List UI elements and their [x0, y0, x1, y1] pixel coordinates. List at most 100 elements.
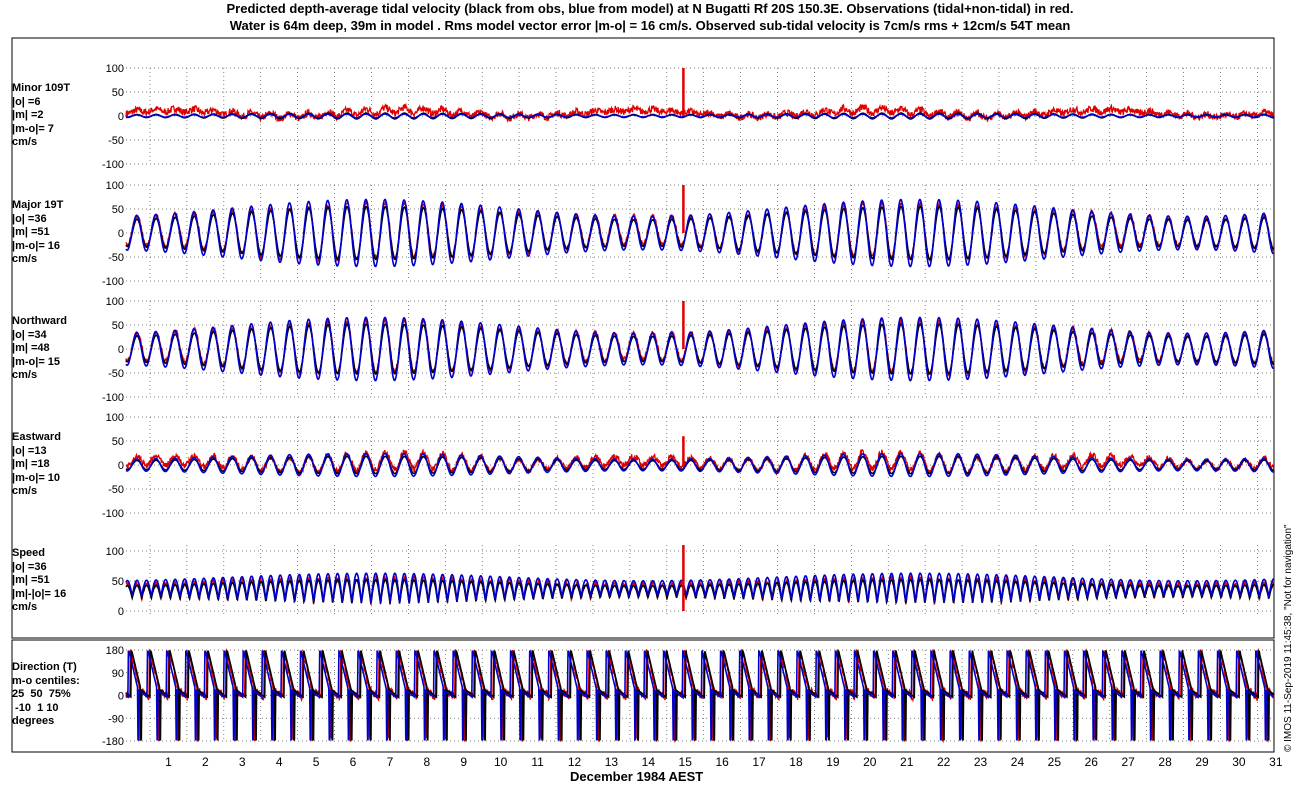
panel-label-line: |o| =13 — [12, 444, 47, 457]
panel-label-line: |m| =18 — [12, 458, 50, 470]
y-tick-label: 0 — [118, 606, 124, 618]
panel-label-line: Speed — [12, 547, 46, 559]
x-tick-label: 16 — [715, 755, 729, 769]
panel-label-line: Minor 109T — [12, 82, 71, 94]
panel-label-line: |o| =36 — [12, 560, 47, 573]
y-tick-label: -50 — [108, 135, 124, 147]
panel-label-line: Eastward — [12, 431, 61, 443]
x-tick-label: 27 — [1122, 755, 1136, 769]
panel-label-line: |m-o|= 16 — [12, 239, 61, 252]
x-tick-label: 24 — [1011, 755, 1025, 769]
x-tick-label: 4 — [276, 755, 283, 769]
panel-label-line: cm/s — [12, 369, 38, 381]
series-line-direction-model — [125, 650, 1275, 741]
panel-label-major: Major 19T |o| =36 |m| =51 |m-o|= 16 cm/s — [12, 199, 63, 267]
title-line-1: Predicted depth-average tidal velocity (… — [226, 1, 1074, 16]
series-line-eastward-obs_tidal — [125, 455, 1275, 475]
panel-label-line: |m| =48 — [12, 342, 50, 354]
x-tick-label: 31 — [1269, 755, 1283, 769]
y-tick-label: 0 — [118, 344, 124, 356]
x-tick-label: 15 — [679, 755, 693, 769]
y-tick-label: -50 — [108, 484, 124, 496]
panel-label-line: m-o centiles: — [12, 674, 80, 687]
chart-title: Predicted depth-average tidal velocity (… — [0, 0, 1300, 34]
x-tick-label: 28 — [1158, 755, 1172, 769]
y-tick-label: 0 — [118, 228, 124, 240]
x-tick-label: 5 — [313, 755, 320, 769]
panel-label-line: |m-o|= 10 — [12, 471, 61, 484]
series-line-eastward-model — [125, 452, 1275, 478]
x-axis-label: December 1984 AEST — [570, 769, 704, 784]
y-tick-label: 50 — [112, 436, 124, 448]
panel-label-line: |o| =6 — [12, 95, 41, 108]
series-line-speed-obs_tidal — [125, 578, 1275, 606]
panel-label-eastward: Eastward |o| =13 |m| =18 |m-o|= 10 cm/s — [12, 431, 61, 499]
x-tick-label: 21 — [900, 755, 914, 769]
x-tick-label: 25 — [1048, 755, 1062, 769]
y-tick-label: -50 — [108, 368, 124, 380]
tick-labels: 100500-50-100100500-50-100100500-50-1001… — [102, 63, 1283, 769]
y-tick-label: -50 — [108, 252, 124, 264]
panel-label-line: |m| =51 — [12, 574, 50, 586]
panel-label-line: |o| =34 — [12, 328, 47, 341]
y-tick-label: -100 — [102, 159, 124, 171]
x-tick-label: 20 — [863, 755, 877, 769]
y-tick-label: 50 — [112, 320, 124, 332]
y-tick-label: 50 — [112, 576, 124, 588]
y-tick-label: 90 — [112, 668, 124, 680]
x-tick-label: 26 — [1085, 755, 1099, 769]
y-tick-label: 180 — [106, 645, 124, 657]
panel-label-line: |o| =36 — [12, 212, 47, 225]
x-tick-label: 12 — [568, 755, 582, 769]
panel-label-line: Northward — [12, 315, 67, 327]
x-tick-label: 9 — [460, 755, 467, 769]
y-tick-label: -90 — [108, 713, 124, 725]
panel-label-line: |m-o|= 15 — [12, 355, 61, 368]
series-line-northward-model — [125, 316, 1275, 382]
panel-label-line: |m|-|o|= 16 — [12, 587, 67, 600]
x-tick-label: 22 — [937, 755, 951, 769]
title-line-2: Water is 64m deep, 39m in model . Rms mo… — [229, 18, 1071, 33]
panel-label-line: 25 50 75% — [12, 688, 71, 700]
series-line-speed-model — [125, 572, 1275, 604]
series-line-minor-model — [125, 113, 1275, 119]
series-line-major-obs_tidal — [125, 205, 1275, 261]
y-tick-label: 100 — [106, 63, 124, 75]
series-line-minor-observed — [125, 102, 1275, 123]
x-tick-label: 8 — [423, 755, 430, 769]
y-tick-label: 100 — [106, 296, 124, 308]
panel-label-line: cm/s — [12, 136, 38, 148]
panel-label-line: |m-o|= 7 — [12, 122, 54, 135]
x-tick-label: 19 — [826, 755, 840, 769]
x-tick-label: 23 — [974, 755, 988, 769]
x-tick-label: 7 — [387, 755, 394, 769]
panel-label-line: cm/s — [12, 601, 38, 613]
x-tick-label: 3 — [239, 755, 246, 769]
y-tick-label: 0 — [118, 691, 124, 703]
y-tick-label: 50 — [112, 204, 124, 216]
y-tick-label: 50 — [112, 87, 124, 99]
y-tick-label: -100 — [102, 392, 124, 404]
y-tick-label: 0 — [118, 111, 124, 123]
series-layer — [125, 68, 1275, 744]
x-tick-label: 6 — [350, 755, 357, 769]
panel-label-northward: Northward |o| =34 |m| =48 |m-o|= 15 cm/s — [12, 315, 67, 383]
panel-label-speed: Speed |o| =36 |m| =51 |m|-|o|= 16 cm/s — [12, 547, 66, 615]
x-tick-label: 1 — [165, 755, 172, 769]
x-tick-label: 10 — [494, 755, 508, 769]
y-tick-label: 100 — [106, 546, 124, 558]
panel-label-line: Direction (T) — [12, 661, 77, 673]
panel-label-direction: Direction (T) m-o centiles: 25 50 75% -10 … — [12, 661, 80, 729]
y-tick-label: 100 — [106, 412, 124, 424]
panel-label-line: Major 19T — [12, 199, 64, 211]
panel-label-line: degrees — [12, 715, 55, 727]
panel-label-line: cm/s — [12, 253, 38, 265]
x-tick-label: 17 — [752, 755, 766, 769]
x-tick-label: 29 — [1195, 755, 1209, 769]
y-tick-label: 100 — [106, 180, 124, 192]
x-tick-label: 14 — [642, 755, 656, 769]
y-tick-label: -180 — [102, 736, 124, 748]
x-tick-label: 13 — [605, 755, 619, 769]
x-tick-label: 2 — [202, 755, 209, 769]
